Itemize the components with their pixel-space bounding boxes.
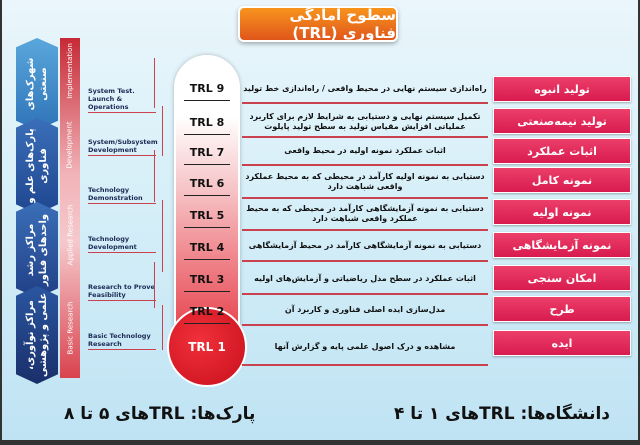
- level-description: مدل‌سازی ایده اصلی فناوری و کاربرد آن: [242, 296, 488, 326]
- level-description: مشاهده و درک اصول علمی پایه و گزارش آنها: [242, 330, 488, 366]
- footer-parks: پارک‌ها: TRLهای ۵ تا ۸: [64, 404, 256, 424]
- level-stage-button[interactable]: نمونه اولیه: [493, 199, 631, 225]
- institution-arrow: مراکز نوآوری، علمی و پژوهشی: [16, 286, 58, 384]
- level-description: اثبات عملکرد در سطح مدل ریاضیاتی و آزمای…: [242, 265, 488, 295]
- level-tick: [184, 100, 230, 101]
- phase-label: Development: [66, 121, 74, 169]
- level-description: اثبات عملکرد نمونه اولیه در محیط واقعی: [242, 138, 488, 166]
- bracket-line: [154, 262, 155, 308]
- level-description: دستیابی به نمونه آزمایشگاهی کارآمد در مح…: [242, 232, 488, 262]
- footer-universities: دانشگاه‌ها: TRLهای ۱ تا ۴: [394, 404, 611, 424]
- institution-label: پارک‌های علم و فناوری: [25, 128, 49, 204]
- stage-label: System Test. Launch & Operations: [88, 87, 156, 113]
- thermometer-bulb: [167, 307, 247, 387]
- trl-level-label: TRL 9: [189, 82, 225, 95]
- bracket-line: [154, 150, 155, 202]
- trl-level-label: TRL 1: [188, 340, 226, 354]
- trl-level-label: TRL 8: [189, 116, 225, 129]
- level-tick: [184, 323, 230, 324]
- level-tick: [184, 291, 230, 292]
- stage-label: Research to Prove Feasibility: [88, 283, 156, 301]
- trl-level-label: TRL 3: [189, 273, 225, 286]
- level-tick: [184, 259, 230, 260]
- trl-level-label: TRL 7: [189, 146, 225, 159]
- trl-level-label: TRL 4: [189, 241, 225, 254]
- level-stage-button[interactable]: امکان سنجی: [493, 265, 631, 291]
- phase-label: Implementation: [66, 43, 74, 99]
- level-stage-button[interactable]: ایده: [493, 330, 631, 356]
- trl-level-label: TRL 5: [189, 209, 225, 222]
- level-description: دستیابی به نمونه اولیه کارآمد در محیطی ک…: [242, 167, 488, 199]
- level-description: دستیابی به نمونه آزمایشگاهی کارآمد در مح…: [242, 199, 488, 231]
- level-tick: [184, 195, 230, 196]
- phase-label: Basic Research: [66, 301, 74, 354]
- level-stage-button[interactable]: طرح: [493, 296, 631, 322]
- level-tick: [184, 134, 230, 135]
- stage-label: Technology Development: [88, 235, 156, 253]
- level-stage-button[interactable]: تولید نیمه‌صنعتی: [493, 108, 631, 134]
- institution-label: شهرک‌های صنعتی: [25, 57, 49, 111]
- phase-bar: [60, 38, 80, 378]
- institution-arrow: شهرک‌های صنعتی: [16, 38, 58, 130]
- stage-label: System/Subsystem Development: [88, 138, 158, 156]
- level-stage-button[interactable]: نمونه کامل: [493, 167, 631, 193]
- institution-arrow: مراکز رشد واحدهای فناور: [16, 202, 58, 298]
- level-stage-button[interactable]: تولید انبوه: [493, 76, 631, 102]
- bracket-line: [154, 58, 155, 108]
- trl-level-label: TRL 2: [189, 305, 225, 318]
- level-tick: [184, 227, 230, 228]
- thermometer: [174, 55, 240, 355]
- level-tick: [184, 164, 230, 165]
- stage-label: Basic Technology Research: [88, 332, 156, 350]
- level-stage-button[interactable]: نمونه آزمایشگاهی: [493, 232, 631, 258]
- level-description: تکمیل سیستم نهایی و دستیابی به شرایط لاز…: [242, 108, 488, 138]
- level-description: راه‌اندازی سیستم نهایی در محیط واقعی / ر…: [242, 76, 488, 104]
- institution-label: مراکز نوآوری، علمی و پژوهشی: [25, 292, 49, 378]
- institution-arrow: پارک‌های علم و فناوری: [16, 118, 58, 214]
- trl-level-label: TRL 6: [189, 177, 225, 190]
- stage-label: Technology Demonstration: [88, 186, 156, 204]
- bracket-line: [162, 200, 163, 272]
- title-banner: سطوح آمادگی فناوری (TRL): [238, 6, 398, 42]
- bracket-line: [162, 305, 163, 350]
- phase-label: Applied Research: [66, 204, 74, 266]
- bracket-line: [162, 106, 163, 156]
- level-stage-button[interactable]: اثبات عملکرد: [493, 138, 631, 164]
- institution-label: مراکز رشد واحدهای فناور: [25, 213, 49, 287]
